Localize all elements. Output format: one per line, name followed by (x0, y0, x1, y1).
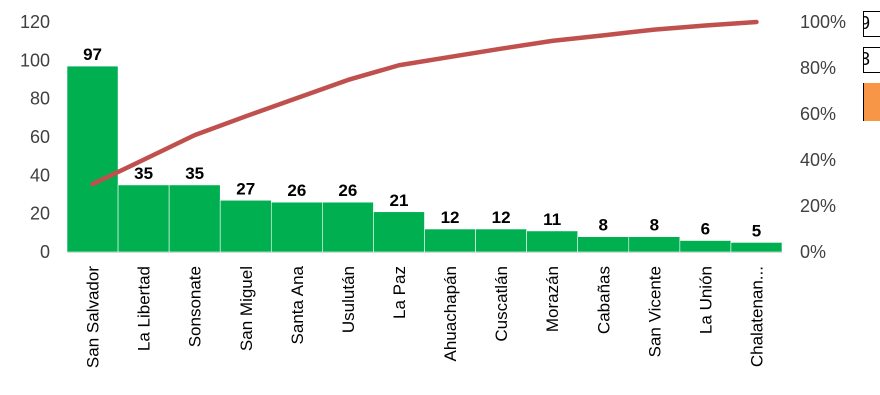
category-label-0: San Salvador (84, 266, 103, 368)
data-label-10: 8 (599, 216, 608, 235)
edge-cell-2: 3 (863, 47, 880, 73)
y-tick-label: 60 (30, 127, 50, 147)
data-label-6: 21 (390, 191, 409, 210)
data-label-0: 97 (83, 45, 102, 64)
category-label-13: Chalatenan... (747, 266, 766, 367)
bar-7 (424, 228, 476, 253)
y-tick-label: 120 (20, 12, 50, 32)
category-label-4: Santa Ana (288, 265, 307, 344)
data-label-11: 8 (650, 216, 659, 235)
category-label-3: San Miguel (237, 266, 256, 351)
bar-1 (117, 184, 170, 253)
y2-tick-label: 60% (800, 104, 836, 124)
y-tick-label: 40 (30, 165, 50, 185)
category-label-1: La Libertad (135, 266, 154, 351)
y-axis-right: 0% 20% 40% 60% 80% 100% (800, 12, 846, 262)
bar-11 (628, 236, 681, 253)
bar-3 (219, 199, 272, 253)
bar-5 (322, 201, 374, 253)
bar-6 (373, 211, 425, 253)
edge-cell-highlight (863, 83, 880, 121)
y-tick-label: 0 (40, 242, 50, 262)
bar-2 (168, 184, 221, 253)
category-label-5: Usulután (339, 266, 358, 333)
category-label-9: Morazán (543, 266, 562, 332)
data-labels-group: 97 35 35 27 26 26 21 12 12 11 8 8 6 5 (83, 45, 761, 240)
y-tick-label: 20 (30, 204, 50, 224)
data-label-2: 35 (185, 164, 204, 183)
data-label-12: 6 (701, 220, 710, 239)
data-label-4: 26 (287, 181, 306, 200)
data-label-5: 26 (338, 181, 357, 200)
category-label-12: La Unión (696, 266, 715, 334)
y2-tick-label: 80% (800, 58, 836, 78)
bar-9 (526, 230, 579, 253)
data-label-9: 11 (543, 210, 561, 229)
y-tick-label: 100 (20, 50, 50, 70)
data-label-8: 12 (492, 208, 511, 227)
bar-12 (679, 240, 732, 253)
cumulative-percent-line (90, 19, 759, 187)
y2-tick-label: 20% (800, 196, 836, 216)
bar-4 (270, 201, 323, 253)
category-label-7: Ahuachapán (441, 266, 460, 361)
y2-tick-label: 0% (800, 242, 826, 262)
y-tick-label: 80 (30, 89, 50, 109)
data-label-13: 5 (752, 221, 761, 240)
edge-cell-1-text: 9 (864, 12, 870, 34)
category-label-10: Cabañas (594, 266, 613, 334)
category-labels-group: San Salvador La Libertad Sonsonate San Migu… (84, 265, 767, 368)
bar-13 (730, 242, 783, 253)
edge-cell-2-text: 3 (864, 48, 870, 70)
bar-8 (475, 228, 527, 253)
data-label-1: 35 (134, 164, 153, 183)
cumulative-line-group (90, 19, 759, 187)
edge-cell-1: 9 (863, 11, 880, 37)
data-label-3: 27 (236, 179, 255, 198)
category-label-8: Cuscatlán (492, 266, 511, 342)
category-label-11: San Vicente (645, 266, 664, 357)
data-label-7: 12 (441, 208, 460, 227)
bar-10 (577, 236, 630, 253)
y2-tick-label: 40% (800, 150, 836, 170)
bars-group (66, 65, 783, 253)
category-label-6: La Paz (390, 266, 409, 319)
bar-0 (66, 65, 119, 253)
category-label-2: Sonsonate (186, 266, 205, 347)
y-axis-left: 0 20 40 60 80 100 120 (20, 12, 50, 262)
y2-tick-label: 100% (800, 12, 846, 32)
